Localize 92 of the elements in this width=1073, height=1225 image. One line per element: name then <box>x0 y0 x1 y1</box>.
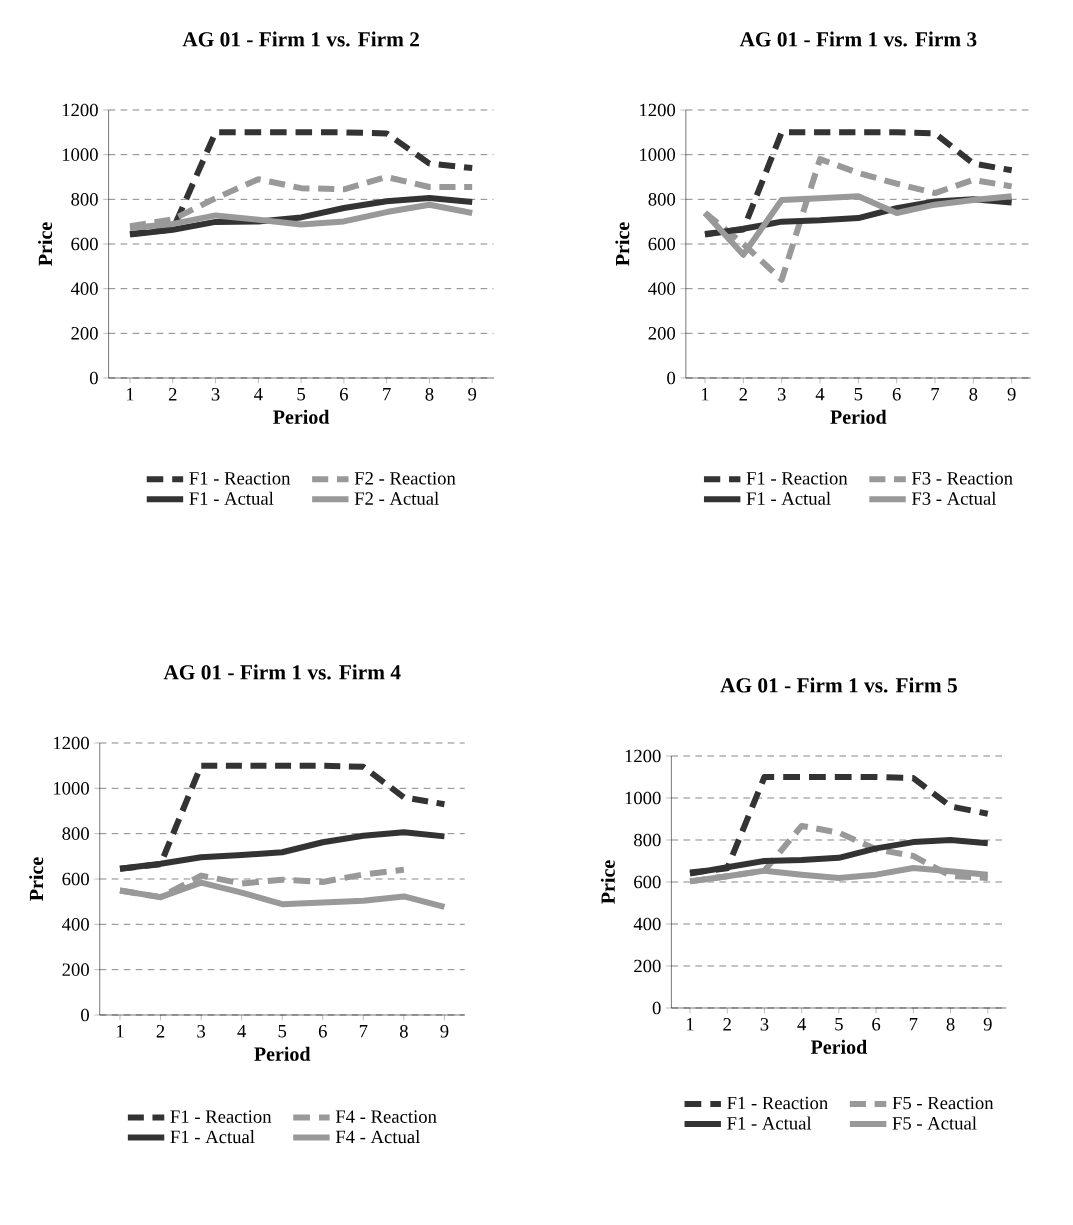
x-tick-label: 6 <box>892 388 901 401</box>
x-tick-label: 2 <box>723 1018 731 1031</box>
y-tick-label: 800 <box>648 193 676 206</box>
x-tick-label: 8 <box>425 388 434 401</box>
y-tick-label: 400 <box>648 282 676 295</box>
legend-label: F1 - Reaction <box>189 472 291 485</box>
y-tick-label: 200 <box>634 959 661 973</box>
y-tick-label: 600 <box>62 872 89 886</box>
legend-label: F2 - Actual <box>354 491 439 505</box>
y-tick-label: 1200 <box>625 749 661 763</box>
x-tick-label: 6 <box>872 1018 881 1031</box>
legend-label: F2 - Reaction <box>354 472 456 485</box>
x-tick-label: 9 <box>468 388 477 401</box>
y-tick-label: 600 <box>71 237 98 251</box>
y-tick-label: 400 <box>70 282 98 295</box>
y-tick-label: 200 <box>71 327 98 340</box>
y-tick-label: 0 <box>652 1001 661 1015</box>
x-tick-label: 4 <box>797 1018 807 1031</box>
y-axis-title: Price <box>29 857 44 901</box>
y-tick-label: 400 <box>62 918 89 931</box>
y-tick-label: 400 <box>633 917 661 931</box>
chart-title: AG 01 - Firm 1 vs. Firm 5 <box>720 677 957 693</box>
y-tick-label: 1000 <box>640 148 676 161</box>
x-tick-label: 3 <box>197 1025 206 1038</box>
y-axis-title: Price <box>600 860 615 904</box>
x-tick-label: 7 <box>383 388 391 401</box>
x-tick-label: 7 <box>931 388 940 401</box>
x-tick-label: 2 <box>168 388 177 401</box>
legend-label: F1 - Reaction <box>727 1096 828 1110</box>
legend-label: F1 - Actual <box>746 491 831 505</box>
x-tick-label: 1 <box>701 388 709 401</box>
legend-label: F1 - Reaction <box>746 472 848 485</box>
x-tick-label: 5 <box>297 388 306 401</box>
y-tick-label: 1000 <box>625 791 661 805</box>
x-tick-label: 8 <box>399 1025 408 1038</box>
x-tick-label: 6 <box>318 1025 327 1038</box>
x-tick-label: 4 <box>237 1025 247 1038</box>
x-tick-label: 5 <box>278 1025 287 1038</box>
x-tick-label: 7 <box>909 1018 918 1031</box>
legend-label: F1 - Actual <box>170 1130 255 1144</box>
x-tick-label: 8 <box>969 388 978 401</box>
chart-title: AG 01 - Firm 1 vs. Firm 2 <box>182 31 419 47</box>
x-tick-label: 9 <box>1007 388 1016 401</box>
y-tick-label: 200 <box>648 327 676 340</box>
legend-label: F4 - Reaction <box>335 1110 437 1123</box>
x-tick-label: 2 <box>156 1025 165 1038</box>
y-tick-label: 200 <box>62 963 89 976</box>
y-tick-label: 1200 <box>53 736 89 750</box>
legend-label: F1 - Reaction <box>170 1110 272 1123</box>
x-tick-label: 3 <box>211 388 220 401</box>
legend-label: F1 - Actual <box>727 1116 812 1130</box>
x-axis-title: Period <box>830 409 887 424</box>
y-tick-label: 1200 <box>62 103 98 117</box>
x-tick-label: 7 <box>359 1025 368 1038</box>
x-tick-label: 1 <box>116 1025 124 1038</box>
y-tick-label: 800 <box>71 193 98 206</box>
x-axis-title: Period <box>254 1046 311 1061</box>
x-axis-title: Period <box>810 1039 867 1054</box>
legend-label: F4 - Actual <box>335 1130 420 1144</box>
y-tick-label: 600 <box>648 237 676 251</box>
x-axis-title: Period <box>273 409 330 424</box>
chart-title: AG 01 - Firm 1 vs. Firm 4 <box>163 664 401 680</box>
legend-label: F1 - Actual <box>189 491 274 505</box>
y-tick-label: 600 <box>634 875 661 889</box>
x-tick-label: 5 <box>835 1018 843 1031</box>
x-tick-label: 1 <box>126 388 134 401</box>
y-tick-label: 1000 <box>62 148 98 161</box>
x-tick-label: 8 <box>946 1018 955 1031</box>
legend-label: F5 - Reaction <box>892 1096 994 1110</box>
x-tick-label: 9 <box>440 1025 449 1038</box>
x-tick-label: 5 <box>854 388 863 401</box>
y-tick-label: 1200 <box>640 103 676 117</box>
legend-label: F3 - Reaction <box>911 472 1013 485</box>
x-tick-label: 4 <box>254 388 263 401</box>
y-tick-label: 0 <box>81 1008 89 1022</box>
x-tick-label: 9 <box>983 1018 992 1031</box>
chart-title: AG 01 - Firm 1 vs. Firm 3 <box>739 31 977 47</box>
x-tick-label: 6 <box>340 388 348 401</box>
y-tick-label: 0 <box>89 371 98 385</box>
y-tick-label: 0 <box>667 371 676 385</box>
x-tick-label: 2 <box>739 388 747 401</box>
y-axis-title: Price <box>615 222 630 266</box>
legend-label: F5 - Actual <box>892 1116 977 1130</box>
x-tick-label: 3 <box>760 1018 769 1031</box>
x-tick-label: 1 <box>686 1018 694 1031</box>
y-tick-label: 800 <box>634 833 661 847</box>
y-axis-title: Price <box>38 222 53 266</box>
x-tick-label: 3 <box>777 388 786 401</box>
x-tick-label: 4 <box>815 388 825 401</box>
legend-label: F3 - Actual <box>911 491 997 505</box>
y-tick-label: 800 <box>62 827 89 840</box>
y-tick-label: 1000 <box>53 782 89 795</box>
